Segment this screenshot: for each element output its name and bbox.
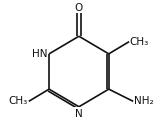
- Text: O: O: [75, 3, 83, 12]
- Bar: [32, 48, 47, 60]
- Text: NH₂: NH₂: [134, 96, 154, 106]
- Text: N: N: [75, 108, 83, 119]
- Bar: [74, 107, 84, 120]
- Text: CH₃: CH₃: [9, 96, 28, 106]
- Text: HN: HN: [32, 49, 47, 59]
- Text: CH₃: CH₃: [130, 37, 149, 47]
